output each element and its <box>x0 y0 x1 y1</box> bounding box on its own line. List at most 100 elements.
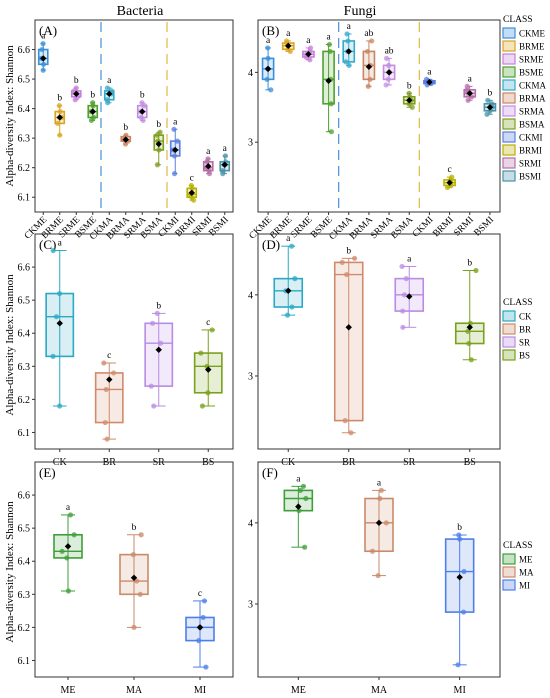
significance-letter: ab <box>364 29 373 39</box>
data-point <box>205 156 211 162</box>
data-point <box>57 403 63 409</box>
panel-A: (A)6.16.26.36.46.56.6aCKMEbBRMEbSRMEbBSM… <box>18 19 234 242</box>
data-point <box>264 76 270 82</box>
data-point <box>265 45 271 51</box>
mean-marker <box>456 574 463 581</box>
mean-marker <box>130 574 138 581</box>
box-MA: b MA <box>119 523 149 696</box>
box-CK: aCK <box>273 234 304 468</box>
significance-letter: a <box>173 117 178 127</box>
panel-F: (F) 3 4 a ME a MA b MI <box>248 461 501 696</box>
data-point <box>200 614 206 621</box>
significance-letter: b <box>132 523 137 533</box>
legend-swatch <box>502 336 516 348</box>
data-point <box>131 624 137 630</box>
mean-marker <box>375 519 383 527</box>
legend-entry: CK <box>519 312 532 322</box>
legend-entry: SRMI <box>519 159 541 169</box>
data-point <box>367 76 373 82</box>
mean-marker <box>426 78 433 86</box>
data-point <box>383 520 389 526</box>
box-BR: bBR <box>333 246 364 468</box>
significance-letter: a <box>266 36 271 46</box>
x-tick-label: MA <box>126 685 143 693</box>
significance-letter: a <box>206 147 211 157</box>
box-BS: bBS <box>454 259 485 468</box>
significance-letter: b <box>407 81 412 91</box>
data-point <box>73 85 79 91</box>
data-point <box>327 48 333 55</box>
mean-marker <box>345 324 352 331</box>
data-point <box>352 255 358 261</box>
data-point <box>104 436 110 442</box>
box-body <box>119 553 149 596</box>
mean-marker <box>466 324 473 331</box>
legend-swatch <box>502 92 516 104</box>
data-point <box>222 153 229 159</box>
panel-D: (D) 3 4 aCK bBR aSR bBS <box>248 233 501 468</box>
data-point <box>328 101 334 107</box>
box-body <box>193 352 223 394</box>
box-ME: a ME <box>283 474 314 696</box>
y-tick-label: 6.1 <box>18 656 31 667</box>
legend-entry: BSME <box>519 68 544 78</box>
data-point <box>56 290 63 297</box>
data-point <box>205 390 211 396</box>
x-tick-label: BSMI <box>473 215 497 239</box>
data-point <box>343 271 350 278</box>
mean-marker <box>139 108 146 115</box>
x-tick-label: BSMI <box>207 215 231 239</box>
legend-entry: BS <box>519 351 530 361</box>
mean-marker <box>486 104 494 111</box>
data-point <box>151 403 157 409</box>
significance-letter: a <box>286 234 291 244</box>
x-tick-label: BSMA <box>389 215 415 241</box>
data-point <box>134 578 140 584</box>
significance-letter: c <box>190 173 194 183</box>
data-point <box>375 572 381 579</box>
mean-marker <box>122 136 129 143</box>
box-BRMI: c BRMI <box>431 165 456 239</box>
data-point <box>199 403 205 409</box>
panel-frame <box>257 233 501 450</box>
data-point <box>101 360 107 366</box>
x-tick-label: ME <box>291 685 306 693</box>
data-point <box>385 76 391 82</box>
data-point <box>196 638 202 644</box>
significance-letter: c <box>447 165 451 175</box>
data-point <box>406 90 412 96</box>
mean-marker <box>40 55 47 62</box>
data-point <box>399 263 405 270</box>
legend-swatch <box>502 349 516 361</box>
mean-marker <box>285 42 292 50</box>
legend-swatch <box>502 157 516 169</box>
data-point <box>449 174 455 180</box>
data-point <box>467 320 473 326</box>
legend-entry: BRME <box>519 42 545 52</box>
y-tick-label: 6.4 <box>18 104 31 115</box>
y-tick-label: 3 <box>248 599 253 610</box>
significance-letter: c <box>206 318 210 328</box>
box-BS: cBS <box>193 318 223 468</box>
data-point <box>409 104 415 110</box>
box-BR: cBR <box>94 351 124 468</box>
y-tick-label: 6.6 <box>18 45 31 56</box>
significance-letter: c <box>198 589 202 599</box>
mean-marker <box>205 366 212 373</box>
data-point <box>188 182 194 189</box>
data-point <box>56 103 62 109</box>
mean-marker <box>196 624 204 631</box>
significance-letter: a <box>286 29 291 39</box>
mean-marker <box>446 179 453 186</box>
y-tick-label: 6.3 <box>18 134 31 145</box>
mean-marker <box>73 90 80 98</box>
data-point <box>344 31 350 37</box>
box-body <box>333 261 364 422</box>
data-point <box>383 55 390 62</box>
box-CK: aCK <box>45 239 75 468</box>
mean-marker <box>172 146 179 154</box>
legend-swatch <box>502 53 516 65</box>
significance-letter: a <box>306 36 311 46</box>
